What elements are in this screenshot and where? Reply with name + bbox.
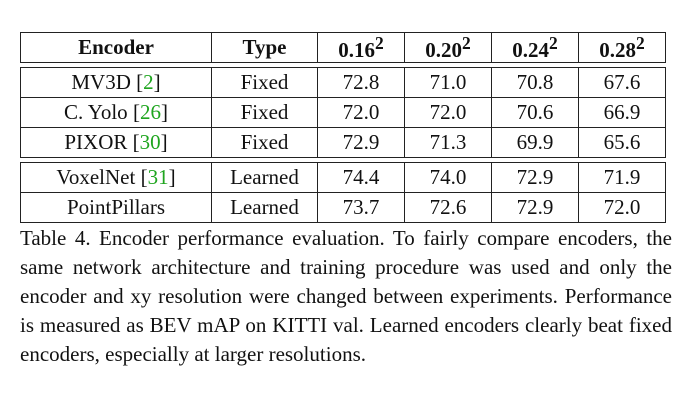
value-cell: 72.8 — [317, 67, 405, 98]
value-cell: 67.6 — [578, 67, 666, 98]
encoder-cell: PIXOR [30] — [20, 127, 212, 158]
value-cell: 72.0 — [578, 192, 666, 223]
table-row: PointPillars Learned 73.7 72.6 72.9 72.0 — [20, 192, 666, 223]
type-cell: Fixed — [211, 67, 318, 98]
value-cell: 69.9 — [491, 127, 579, 158]
table-body: MV3D [2] Fixed 72.8 71.0 70.8 67.6 C. Yolo [26… — [20, 62, 666, 223]
value-cell: 70.8 — [491, 67, 579, 98]
results-table: Encoder Type 0.162 0.202 0.242 0.282 MV3… — [20, 32, 666, 223]
value-cell: 71.9 — [578, 162, 666, 193]
type-cell: Learned — [211, 162, 318, 193]
header-res-2: 0.202 — [404, 32, 492, 63]
encoder-name: C. Yolo — [64, 100, 128, 124]
header-type: Type — [211, 32, 318, 63]
header-encoder: Encoder — [20, 32, 212, 63]
citation-link[interactable]: 2 — [143, 70, 154, 94]
citation-link[interactable]: 31 — [147, 165, 169, 189]
header-res-3: 0.242 — [491, 32, 579, 63]
table-row: PIXOR [30] Fixed 72.9 71.3 69.9 65.6 — [20, 127, 666, 158]
citation-link[interactable]: 30 — [139, 130, 161, 154]
table-row: VoxelNet [31] Learned 74.4 74.0 72.9 71.9 — [20, 162, 666, 193]
value-cell: 71.0 — [404, 67, 492, 98]
value-cell: 73.7 — [317, 192, 405, 223]
type-cell: Fixed — [211, 127, 318, 158]
header-res-4: 0.282 — [578, 32, 666, 63]
encoder-cell: C. Yolo [26] — [20, 97, 212, 128]
value-cell: 74.4 — [317, 162, 405, 193]
encoder-cell: VoxelNet [31] — [20, 162, 212, 193]
encoder-cell: MV3D [2] — [20, 67, 212, 98]
table-caption: Table 4. Encoder performance evaluation.… — [20, 226, 672, 366]
value-cell: 70.6 — [491, 97, 579, 128]
table-header-row: Encoder Type 0.162 0.202 0.242 0.282 — [20, 32, 666, 63]
value-cell: 66.9 — [578, 97, 666, 128]
value-cell: 72.0 — [404, 97, 492, 128]
table-row: MV3D [2] Fixed 72.8 71.0 70.8 67.6 — [20, 67, 666, 98]
encoder-name: VoxelNet — [56, 165, 136, 189]
type-cell: Learned — [211, 192, 318, 223]
header-res-1: 0.162 — [317, 32, 405, 63]
value-cell: 72.9 — [317, 127, 405, 158]
encoder-name: MV3D — [71, 70, 131, 94]
value-cell: 71.3 — [404, 127, 492, 158]
encoder-cell: PointPillars — [20, 192, 212, 223]
value-cell: 72.9 — [491, 162, 579, 193]
value-cell: 74.0 — [404, 162, 492, 193]
value-cell: 72.6 — [404, 192, 492, 223]
value-cell: 72.9 — [491, 192, 579, 223]
citation-link[interactable]: 26 — [139, 100, 161, 124]
encoder-name: PIXOR — [64, 130, 128, 154]
type-cell: Fixed — [211, 97, 318, 128]
encoder-name: PointPillars — [66, 195, 166, 219]
value-cell: 72.0 — [317, 97, 405, 128]
value-cell: 65.6 — [578, 127, 666, 158]
table-row: C. Yolo [26] Fixed 72.0 72.0 70.6 66.9 — [20, 97, 666, 128]
